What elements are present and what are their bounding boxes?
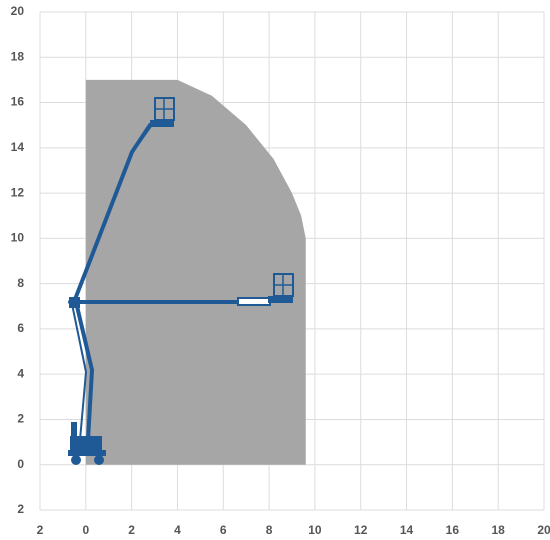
y-tick-label: 18 xyxy=(11,49,25,63)
base xyxy=(68,450,106,456)
x-tick-label: 18 xyxy=(492,523,506,537)
x-tick-label: 10 xyxy=(308,523,322,537)
working-envelope xyxy=(85,79,306,465)
x-tick-label: 0 xyxy=(82,523,89,537)
wheel xyxy=(94,455,104,465)
wheel xyxy=(71,455,81,465)
lower-arm-link xyxy=(71,303,87,441)
y-tick-label: 8 xyxy=(17,276,24,290)
y-tick-label: 14 xyxy=(11,140,25,154)
basket-floor xyxy=(268,296,293,303)
y-tick-label: 16 xyxy=(11,95,25,109)
x-tick-label: 6 xyxy=(220,523,227,537)
x-tick-label: 16 xyxy=(446,523,460,537)
y-tick-label: 0 xyxy=(17,457,24,471)
mast xyxy=(71,422,77,438)
x-tick-label: 2 xyxy=(37,523,44,537)
x-tick-label: 8 xyxy=(266,523,273,537)
x-tick-label: 14 xyxy=(400,523,414,537)
y-tick-label: 4 xyxy=(17,366,24,380)
x-tick-label: 2 xyxy=(128,523,135,537)
chassis xyxy=(70,436,102,450)
boom-lift xyxy=(68,97,294,465)
y-tick-label: 2 xyxy=(17,412,24,426)
lower-arm xyxy=(74,300,94,442)
basket-floor xyxy=(150,120,174,127)
boom-tip xyxy=(237,297,271,306)
y-tick-label: 10 xyxy=(11,231,25,245)
x-tick-label: 4 xyxy=(174,523,181,537)
area-layer xyxy=(85,79,306,465)
x-tick-label: 20 xyxy=(537,523,550,537)
y-tick-label: 12 xyxy=(11,185,25,199)
pivot xyxy=(69,297,80,308)
y-tick-label: 6 xyxy=(17,321,24,335)
y-tick-label: 2 xyxy=(17,502,24,516)
raised-boom xyxy=(72,123,152,304)
x-tick-label: 12 xyxy=(354,523,368,537)
y-tick-label: 20 xyxy=(11,4,25,18)
